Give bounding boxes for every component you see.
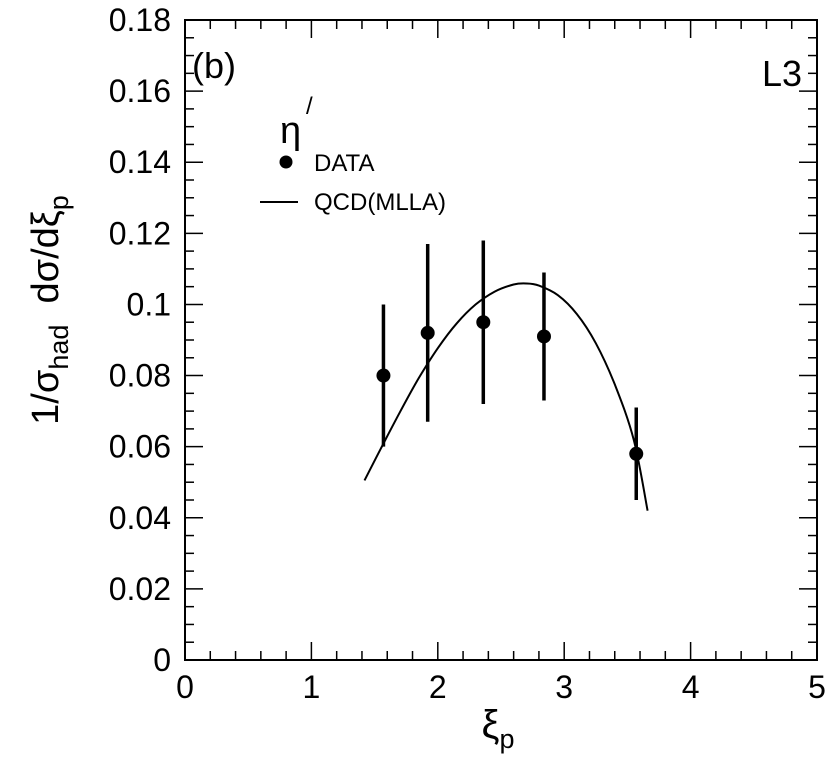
particle-label: η [280,110,301,152]
data-point [376,368,391,383]
y-axis-label: 1/σhad dσ/dξp [25,195,74,425]
panel-label: (b) [192,45,236,86]
data-point [420,325,435,340]
legend: DATA QCD(MLLA) [260,150,446,216]
y-tick-label: 0.18 [109,2,171,38]
legend-label-data: DATA [314,150,374,177]
x-axis-ticks [184,20,818,660]
x-tick-label: 0 [176,669,194,705]
legend-marker-data [279,155,293,169]
x-tick-label: 5 [808,669,826,705]
x-tick-label: 4 [682,669,700,705]
particle-prime: / [306,93,313,120]
x-axis-tick-labels: 0 1 2 3 4 5 [176,669,826,705]
y-tick-label: 0.04 [109,500,171,536]
y-tick-label: 0.12 [109,215,171,251]
experiment-label: L3 [762,53,802,94]
data-point [629,446,644,461]
y-tick-label: 0.1 [127,286,171,322]
y-axis-ticks [185,19,817,661]
series-data-points [376,240,644,500]
data-point [536,329,551,344]
y-tick-label: 0.14 [109,144,171,180]
x-axis-label: ξp [482,703,515,754]
x-tick-label: 1 [303,669,321,705]
y-tick-label: 0.16 [109,73,171,109]
y-tick-label: 0 [153,642,171,678]
series-line-qcd-mlla [363,282,649,511]
x-tick-label: 3 [555,669,573,705]
y-axis-tick-labels: 0 0.02 0.04 0.06 0.08 0.1 0.12 0.14 0.16 0.18 [109,2,171,678]
x-tick-label: 2 [429,669,447,705]
legend-label-qcd-mlla: QCD(MLLA) [314,189,446,216]
y-tick-label: 0.08 [109,358,171,394]
y-tick-label: 0.06 [109,429,171,465]
y-tick-label: 0.02 [109,571,171,607]
data-point [476,315,491,330]
